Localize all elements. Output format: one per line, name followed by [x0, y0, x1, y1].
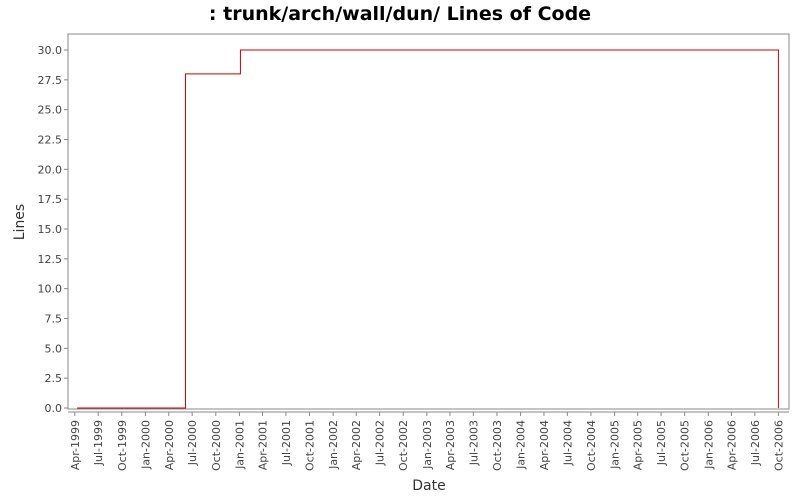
x-tick-label: Jan-2000 — [139, 420, 152, 470]
x-tick-label: Apr-2006 — [725, 420, 738, 470]
y-tick-label: 15.0 — [38, 223, 63, 236]
x-tick-label: Apr-2003 — [444, 420, 457, 470]
y-axis: 0.0 2.5 5.0 7.5 10.0 12.5 15.0 17.5 20.0 22.5 25.0… — [38, 44, 68, 415]
x-tick-label: Apr-2000 — [163, 420, 176, 470]
x-tick-label: Jul-2002 — [374, 420, 387, 466]
x-tick-label: Oct-2001 — [304, 420, 317, 471]
y-tick-label: 27.5 — [38, 74, 63, 87]
y-tick-label: 20.0 — [38, 163, 63, 176]
x-tick-label: Oct-2002 — [397, 420, 410, 471]
x-tick-label: Oct-2000 — [210, 420, 223, 471]
x-tick-label: Oct-2006 — [772, 420, 785, 471]
y-tick-label: 30.0 — [38, 44, 63, 57]
x-tick-label: Jan-2004 — [515, 420, 528, 470]
y-tick-label: 2.5 — [45, 372, 63, 385]
x-tick-label: Jul-2006 — [749, 420, 762, 466]
x-tick-label: Jan-2006 — [702, 420, 715, 470]
x-tick-label: Jul-1999 — [92, 420, 105, 466]
x-tick-label: Oct-2003 — [491, 420, 504, 471]
x-axis-label: Date — [412, 478, 445, 494]
y-tick-label: 5.0 — [45, 342, 63, 355]
x-tick-label: Apr-2005 — [632, 420, 645, 470]
y-tick-label: 12.5 — [38, 253, 63, 266]
x-tick-label: Oct-1999 — [116, 420, 129, 471]
x-tick-label: Jan-2001 — [233, 420, 246, 470]
plot-area — [67, 33, 790, 410]
y-tick-label: 17.5 — [38, 193, 63, 206]
x-tick-label: Jan-2005 — [609, 420, 622, 470]
x-tick-label: Jul-2000 — [186, 420, 199, 466]
x-tick-label: Jan-2002 — [327, 420, 340, 470]
x-axis: Apr-1999 Jul-1999 Oct-1999 Jan-2000 Apr-2000… — [68, 411, 789, 471]
x-tick-label: Apr-2002 — [350, 420, 363, 470]
chart-title: : trunk/arch/wall/dun/ Lines of Code — [209, 3, 591, 25]
x-tick-label: Apr-1999 — [69, 420, 82, 470]
x-tick-label: Apr-2004 — [538, 420, 551, 470]
x-tick-label: Oct-2005 — [679, 420, 692, 471]
x-tick-label: Jul-2003 — [467, 420, 480, 466]
x-tick-label: Oct-2004 — [585, 420, 598, 471]
y-axis-label: Lines — [12, 204, 28, 240]
x-tick-label: Jul-2001 — [280, 420, 293, 466]
series-line — [77, 49, 779, 409]
y-tick-label: 22.5 — [38, 134, 63, 147]
x-tick-label: Jul-2005 — [655, 420, 668, 466]
series-layer — [77, 49, 779, 409]
y-tick-label: 7.5 — [45, 313, 63, 326]
y-tick-label: 0.0 — [45, 402, 63, 415]
x-tick-label: Apr-2001 — [257, 420, 270, 470]
y-tick-label: 25.0 — [38, 104, 63, 117]
y-tick-label: 10.0 — [38, 283, 63, 296]
x-tick-label: Jul-2004 — [561, 420, 574, 466]
x-tick-label: Jan-2003 — [421, 420, 434, 470]
